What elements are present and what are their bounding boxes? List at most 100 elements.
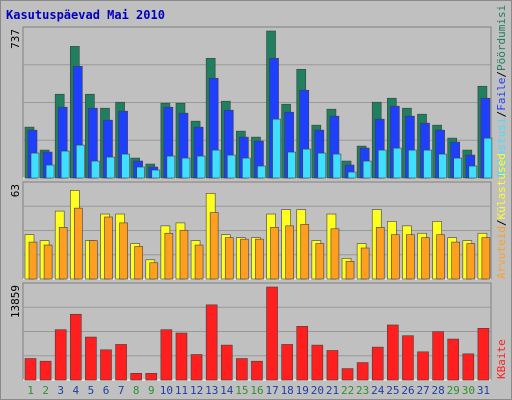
bar-top-klastusi-21 [332,153,342,179]
x-tick-label-25: 25 [386,384,399,397]
x-tick-label-22: 22 [341,384,354,397]
bar-top-klastusi-1 [30,152,40,179]
bar-middle-arvuteid-5 [89,240,98,280]
bar-bottom-kbaite-1 [24,358,37,381]
bar-middle-arvuteid-31 [481,237,491,280]
x-tick-label-15: 15 [235,384,248,397]
bar-bottom-kbaite-16 [251,360,263,381]
bar-bottom-kbaite-21 [326,350,339,381]
bar-top-klastusi-25 [393,147,402,179]
bar-top-klastusi-3 [60,150,70,179]
bar-top-klastusi-14 [226,154,236,179]
legend-bottom: KBaite [495,339,508,379]
bar-bottom-kbaite-19 [296,326,309,381]
bar-bottom-kbaite-6 [100,349,112,381]
bar-top-klastusi-12 [196,155,206,179]
bar-middle-arvuteid-14 [224,237,234,280]
x-tick-label-8: 8 [133,384,140,397]
bar-bottom-kbaite-26 [402,335,414,381]
bar-top-klastusi-11 [181,157,191,179]
bar-top-klastusi-22 [347,171,357,179]
bar-top-klastusi-10 [166,155,176,179]
bar-middle-arvuteid-21 [330,228,340,280]
bar-bottom-kbaite-22 [341,368,354,381]
bar-top-klastusi-9 [151,169,161,179]
bar-middle-arvuteid-26 [406,234,415,280]
x-tick-label-10: 10 [160,384,173,397]
bar-middle-arvuteid-9 [149,262,159,280]
x-tick-label-27: 27 [416,384,429,397]
legend-top-item: / [495,111,508,118]
bar-middle-arvuteid-19 [300,224,310,280]
y-max-label-top: 737 [9,29,22,49]
bar-middle-arvuteid-23 [360,247,370,280]
x-tick-label-13: 13 [205,384,218,397]
x-tick-label-30: 30 [462,384,475,397]
x-tick-label-3: 3 [57,384,64,397]
bar-middle-arvuteid-18 [285,225,294,280]
x-tick-label-20: 20 [311,384,324,397]
bar-middle-arvuteid-30 [466,243,476,280]
bar-middle-arvuteid-11 [179,229,189,280]
bar-bottom-kbaite-31 [477,328,490,381]
x-tick-label-4: 4 [73,384,80,397]
x-tick-label-6: 6 [103,384,110,397]
bar-bottom-kbaite-30 [462,353,475,381]
bar-bottom-kbaite-28 [432,331,444,381]
bar-top-klastusi-15 [242,157,251,179]
bar-bottom-kbaite-24 [371,346,384,381]
bar-middle-arvuteid-16 [255,238,264,280]
legend-top-item: Pöördumisi [495,5,508,71]
bar-middle-arvuteid-24 [375,227,385,280]
x-tick-label-5: 5 [88,384,95,397]
x-tick-label-9: 9 [148,384,155,397]
x-tick-label-1: 1 [27,384,34,397]
bar-top-klastusi-8 [136,166,145,179]
bar-middle-arvuteid-13 [209,212,219,280]
bar-middle-arvuteid-10 [164,232,174,280]
bar-top-klastusi-26 [408,149,417,179]
bar-top-klastusi-31 [483,137,493,179]
chart-title: Kasutuspäevad Mai 2010 [6,8,165,22]
y-max-label-bottom: 13859 [9,285,22,318]
bar-bottom-kbaite-2 [39,360,52,381]
bar-middle-arvuteid-6 [104,216,113,280]
bar-top-klastusi-2 [45,164,55,179]
bar-bottom-kbaite-27 [417,351,429,381]
x-tick-label-7: 7 [118,384,125,397]
bar-bottom-kbaite-14 [220,344,233,381]
bar-top-klastusi-30 [468,165,478,179]
legend-top-item: Faile [495,78,508,111]
bar-top-klastusi-19 [302,148,312,179]
y-max-label-middle: 63 [9,184,22,197]
x-tick-label-12: 12 [190,384,203,397]
bar-middle-arvuteid-4 [73,207,83,280]
x-tick-label-17: 17 [265,384,278,397]
bar-middle-arvuteid-3 [58,227,68,280]
legend-middle-item: Külastused [495,153,508,219]
bar-bottom-kbaite-17 [266,286,278,381]
bar-bottom-kbaite-5 [85,336,97,381]
bar-middle-arvuteid-7 [119,222,128,280]
legend-middle-item: / [495,219,508,226]
bar-middle-arvuteid-20 [315,243,325,280]
bar-top-klastusi-29 [453,157,463,179]
bar-bottom-kbaite-15 [236,358,248,381]
bar-middle-arvuteid-15 [240,238,249,280]
bar-middle-arvuteid-17 [270,227,279,280]
bar-middle-arvuteid-12 [194,244,204,280]
legend-top-item: Külastusi [495,117,508,177]
x-tick-label-28: 28 [432,384,445,397]
bar-middle-arvuteid-8 [134,246,143,280]
x-tick-label-14: 14 [220,384,234,397]
legend-top: Külastusi/Faile/Pöördumisi [495,5,508,177]
bar-top-klastusi-27 [423,149,432,179]
bar-middle-arvuteid-28 [436,234,445,280]
bar-middle-arvuteid-2 [43,244,53,280]
bar-top-klastusi-6 [106,156,115,179]
legend-middle: Arvuteid/Külastused [495,153,508,279]
x-tick-label-29: 29 [447,384,460,397]
bar-top-klastusi-4 [75,144,85,179]
